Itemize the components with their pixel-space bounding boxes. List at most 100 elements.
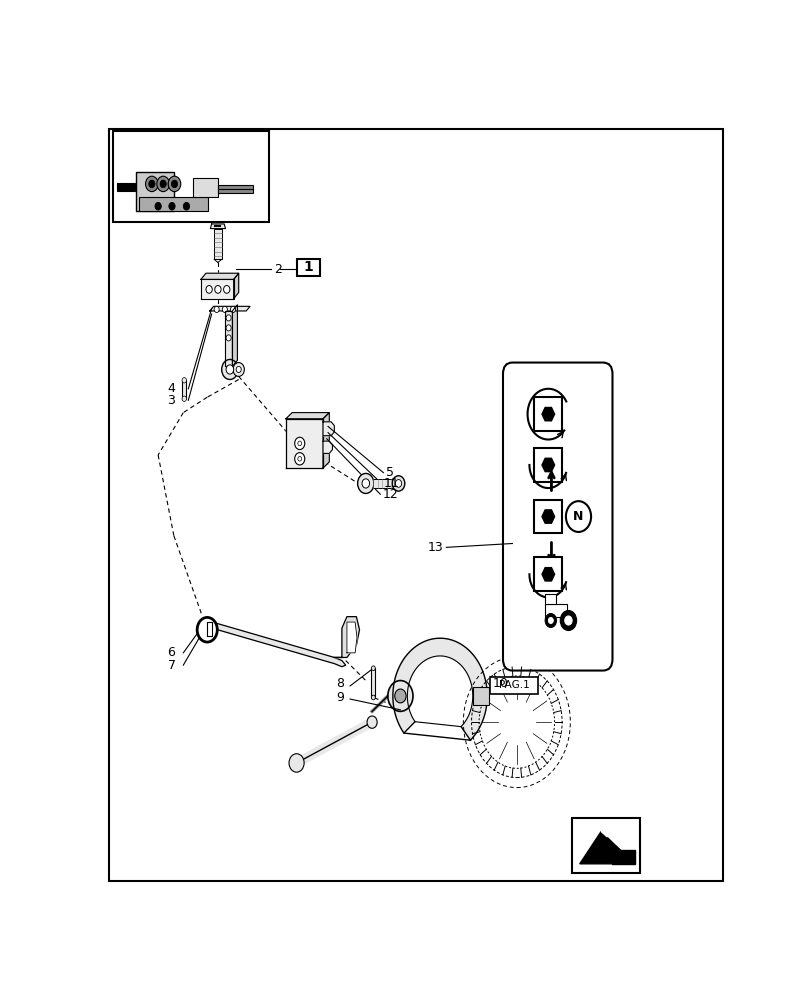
Bar [490, 677, 537, 694]
Circle shape [183, 202, 190, 210]
Circle shape [289, 754, 304, 772]
Circle shape [223, 286, 230, 293]
Polygon shape [611, 850, 634, 864]
Circle shape [294, 437, 304, 450]
Polygon shape [323, 422, 334, 436]
Circle shape [155, 202, 161, 210]
Circle shape [565, 501, 590, 532]
Text: 5: 5 [385, 466, 393, 479]
Circle shape [357, 473, 374, 493]
Circle shape [148, 180, 155, 188]
Polygon shape [234, 273, 238, 299]
Bar [534, 397, 561, 431]
Text: 8: 8 [336, 677, 343, 690]
Bar [373, 479, 396, 488]
Circle shape [225, 335, 231, 341]
Polygon shape [579, 831, 634, 864]
Bar [136, 172, 174, 211]
Polygon shape [542, 568, 554, 581]
Text: 1: 1 [303, 260, 313, 274]
Polygon shape [225, 311, 232, 366]
Text: 7: 7 [167, 659, 175, 672]
Text: 12: 12 [382, 488, 398, 501]
Circle shape [362, 479, 369, 488]
Polygon shape [542, 510, 554, 523]
Polygon shape [393, 638, 487, 740]
Circle shape [294, 453, 304, 465]
Circle shape [222, 306, 227, 312]
Circle shape [197, 617, 217, 642]
Circle shape [547, 617, 552, 624]
Bar [296, 259, 320, 276]
Text: 3: 3 [167, 394, 175, 407]
Polygon shape [285, 413, 329, 419]
Text: N: N [573, 510, 583, 523]
Bar [544, 604, 566, 617]
Text: 10: 10 [492, 677, 508, 690]
Circle shape [371, 695, 375, 700]
Polygon shape [209, 306, 250, 311]
Text: 9: 9 [336, 691, 343, 704]
Bar [192, 178, 217, 197]
Circle shape [169, 202, 175, 210]
Circle shape [157, 176, 169, 192]
Circle shape [145, 176, 158, 192]
Bar [534, 557, 561, 591]
Circle shape [225, 315, 231, 321]
Polygon shape [323, 441, 332, 453]
Polygon shape [214, 229, 221, 259]
Circle shape [233, 363, 244, 376]
Bar [371, 668, 375, 698]
Circle shape [544, 614, 556, 627]
Bar [217, 185, 252, 193]
Text: PAG.1: PAG.1 [498, 680, 529, 690]
Circle shape [168, 176, 181, 192]
Polygon shape [334, 617, 359, 657]
Polygon shape [232, 305, 237, 366]
Circle shape [564, 616, 572, 625]
Circle shape [206, 286, 212, 293]
Bar [182, 380, 187, 399]
Polygon shape [542, 407, 554, 421]
Circle shape [367, 716, 376, 728]
Polygon shape [600, 831, 607, 837]
Circle shape [560, 610, 576, 631]
Circle shape [221, 359, 238, 379]
Polygon shape [323, 413, 329, 468]
Circle shape [392, 476, 405, 491]
Bar [473, 687, 488, 705]
Circle shape [230, 306, 235, 312]
Bar [572, 818, 639, 873]
Polygon shape [200, 279, 234, 299]
Text: 4: 4 [167, 382, 175, 395]
Text: 13: 13 [427, 541, 443, 554]
Circle shape [395, 480, 401, 487]
Polygon shape [200, 273, 238, 279]
Circle shape [214, 306, 219, 312]
Polygon shape [285, 419, 323, 468]
Polygon shape [207, 622, 212, 636]
Text: 11: 11 [384, 477, 399, 490]
Circle shape [214, 286, 221, 293]
Bar [117, 183, 135, 191]
Bar [534, 448, 561, 482]
FancyBboxPatch shape [502, 363, 611, 671]
Polygon shape [346, 622, 357, 653]
Circle shape [160, 180, 166, 188]
Circle shape [225, 365, 234, 374]
Circle shape [182, 378, 187, 383]
Bar [544, 594, 556, 604]
Polygon shape [542, 458, 554, 472]
Circle shape [171, 180, 178, 188]
Circle shape [225, 325, 231, 331]
Circle shape [236, 366, 241, 373]
Circle shape [371, 666, 375, 671]
Bar [113, 131, 268, 222]
Bar [534, 500, 561, 533]
Polygon shape [210, 224, 225, 229]
Text: 2: 2 [273, 263, 281, 276]
Polygon shape [207, 622, 345, 667]
Circle shape [298, 441, 301, 446]
Circle shape [394, 689, 406, 703]
Circle shape [298, 456, 301, 461]
